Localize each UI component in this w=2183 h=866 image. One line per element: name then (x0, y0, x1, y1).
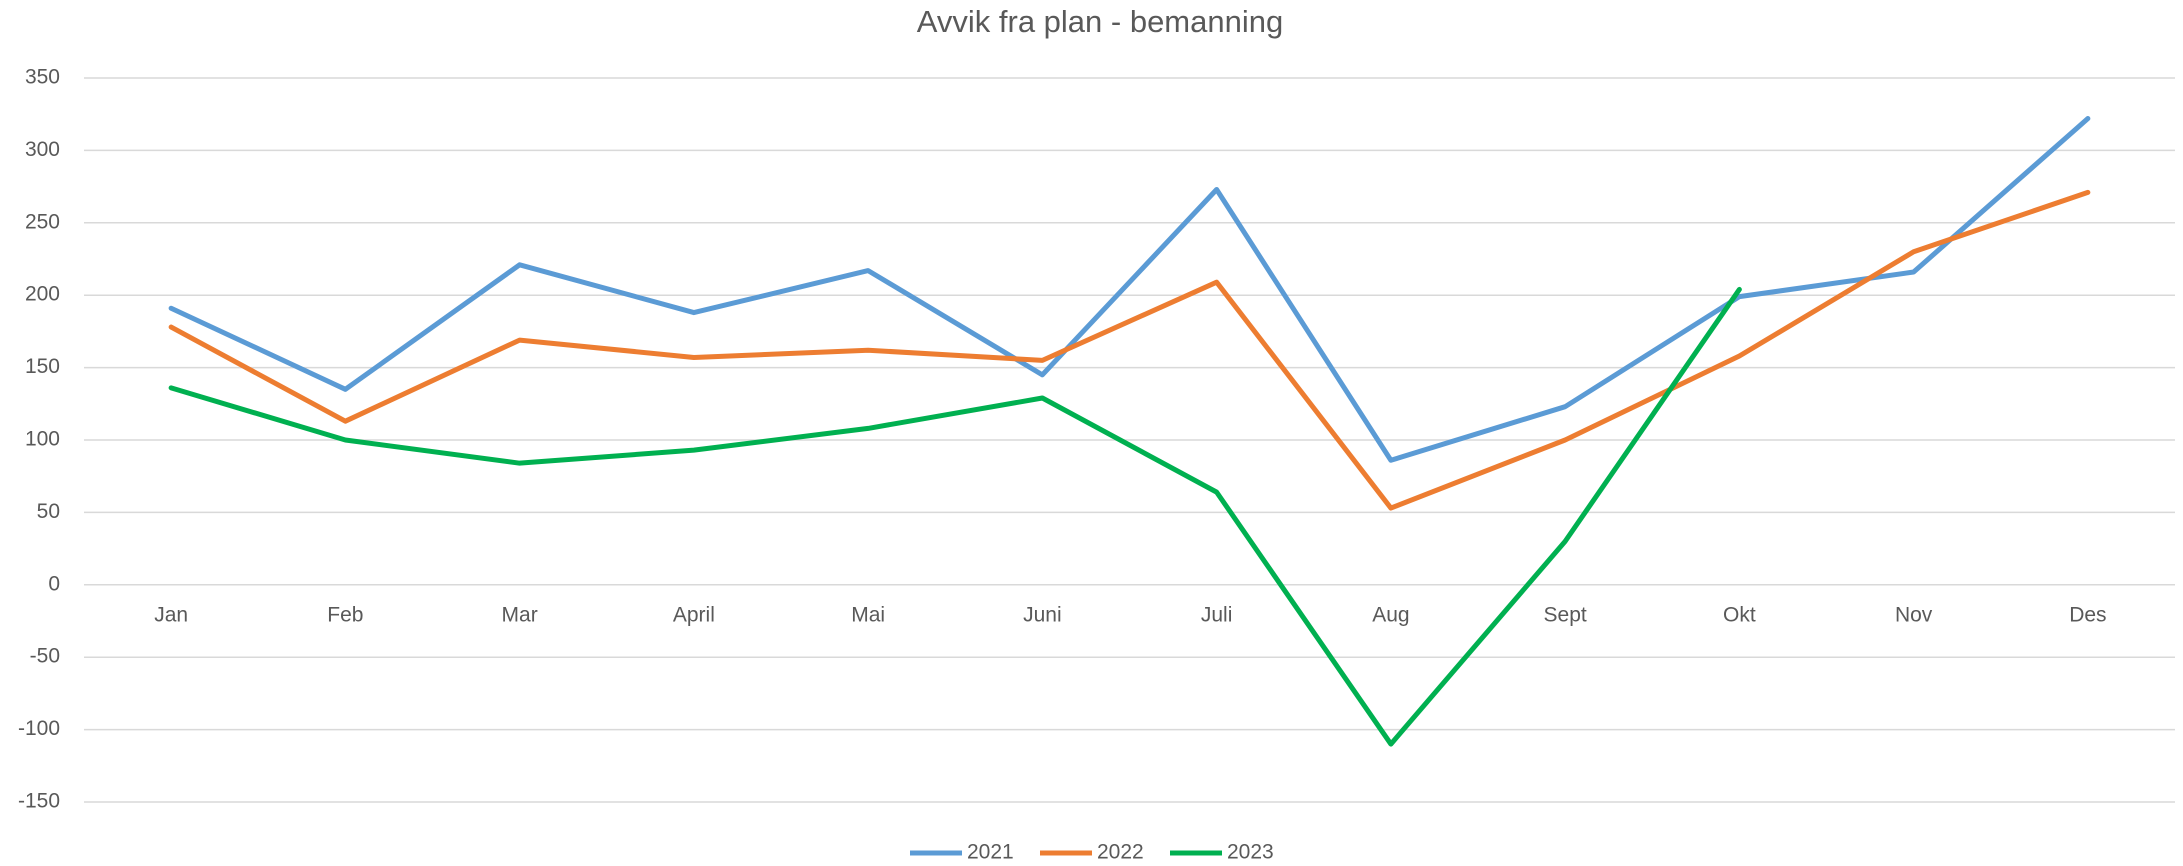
x-tick-label: Jan (154, 604, 188, 627)
legend-label: 2022 (1097, 841, 1144, 864)
x-tick-label: Juni (1023, 604, 1062, 627)
x-tick-label: Aug (1372, 604, 1409, 627)
y-tick-label: -100 (18, 717, 60, 740)
x-tick-label: Juli (1201, 604, 1233, 627)
x-tick-label: Mai (851, 604, 885, 627)
y-tick-label: -50 (30, 645, 60, 668)
series-line (168, 116, 2091, 463)
chart-title: Avvik fra plan - bemanning (917, 4, 1283, 39)
legend-label: 2023 (1227, 841, 1274, 864)
x-tick-label: Nov (1895, 604, 1933, 627)
y-tick-label: 350 (25, 66, 60, 89)
y-tick-label: 200 (25, 283, 60, 306)
x-tick-label: Mar (502, 604, 538, 627)
y-tick-label: 250 (25, 210, 60, 233)
series-line (168, 189, 2091, 511)
y-tick-label: 50 (37, 500, 60, 523)
x-tick-label: Des (2069, 604, 2106, 627)
y-tick-label: 150 (25, 355, 60, 378)
y-tick-label: 100 (25, 428, 60, 451)
x-tick-label: Sept (1544, 604, 1587, 627)
legend-label: 2021 (967, 841, 1014, 864)
y-tick-label: 0 (48, 572, 60, 595)
x-tick-label: Okt (1723, 604, 1756, 627)
series-line (168, 286, 1742, 747)
x-tick-label: Feb (327, 604, 363, 627)
x-tick-label: April (673, 604, 715, 627)
y-tick-label: -150 (18, 790, 60, 813)
y-tick-label: 300 (25, 138, 60, 161)
